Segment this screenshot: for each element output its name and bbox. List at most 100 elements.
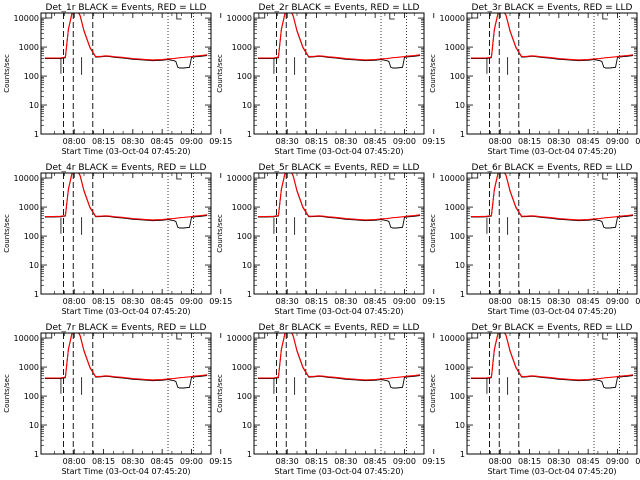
- x-tick-label: 08:15: [518, 297, 541, 306]
- x-tick-label: 08:45: [151, 457, 174, 466]
- y-tick-label: 1: [460, 130, 465, 139]
- series-events-line: [44, 13, 208, 69]
- x-tick-label: 08:30: [276, 297, 299, 306]
- y-tick-label: 1: [247, 130, 252, 139]
- chart-title: Det_9r BLACK = Events, RED = LLD: [472, 323, 633, 333]
- y-tick-label: 1: [247, 450, 252, 459]
- x-tick-label: 09:00: [606, 137, 629, 146]
- x-tick-label: 08:15: [92, 297, 115, 306]
- x-axis-label: Start Time (03-Oct-04 07:45:20): [274, 467, 403, 476]
- series-lld-line: [257, 333, 421, 381]
- x-tick-label: 09:15: [209, 137, 232, 146]
- x-tick-label: 08:30: [334, 137, 357, 146]
- series-lld-line: [257, 13, 421, 61]
- y-tick-label: 1: [460, 290, 465, 299]
- y-tick-label: 100: [237, 232, 252, 241]
- x-tick-label: 08:45: [151, 137, 174, 146]
- detector-panel-8: Det_8r BLACK = Events, RED = LLD Counts/s…: [216, 323, 445, 476]
- x-tick-label: 08:00: [489, 137, 512, 146]
- x-tick-label: 08:15: [92, 457, 115, 466]
- top-bracket-marker: [258, 333, 266, 339]
- x-tick-label: 09:15: [635, 297, 640, 306]
- x-tick-label: 08:30: [121, 297, 144, 306]
- y-tick-label: 1: [34, 450, 39, 459]
- y-axis-label: Counts/sec: [3, 54, 11, 93]
- top-bracket-marker: [471, 173, 479, 179]
- x-tick-label: 08:45: [577, 297, 600, 306]
- x-tick-label: 08:30: [121, 137, 144, 146]
- top-bracket-marker: [602, 13, 608, 20]
- series-events-line: [44, 173, 208, 229]
- y-tick-label: 1000: [232, 43, 252, 52]
- detector-panel-3: Det_3r BLACK = Events, RED = LLD Counts/s…: [429, 3, 640, 156]
- x-tick-label: 08:30: [334, 297, 357, 306]
- detector-panel-6: Det_6r BLACK = Events, RED = LLD Counts/s…: [429, 163, 640, 316]
- detector-panel-9: Det_9r BLACK = Events, RED = LLD Counts/s…: [429, 323, 640, 476]
- y-tick-label: 10: [455, 421, 465, 430]
- y-tick-label: 10: [29, 421, 39, 430]
- chart-title: Det_6r BLACK = Events, RED = LLD: [472, 163, 633, 173]
- y-axis-label: Counts/sec: [216, 374, 224, 413]
- top-bracket-marker: [176, 13, 182, 20]
- top-bracket-marker: [471, 333, 479, 339]
- series-events-line: [470, 173, 634, 229]
- x-axis-label: Start Time (03-Oct-04 07:45:20): [487, 307, 616, 316]
- x-tick-label: 08:15: [518, 457, 541, 466]
- y-tick-label: 10000: [227, 174, 252, 183]
- y-tick-label: 1000: [445, 203, 465, 212]
- x-tick-label: 08:45: [364, 457, 387, 466]
- x-tick-label: 09:00: [393, 457, 416, 466]
- x-tick-label: 08:30: [334, 457, 357, 466]
- detector-panel-4: Det_4r BLACK = Events, RED = LLD Counts/s…: [3, 163, 232, 316]
- series-lld-line: [257, 173, 421, 221]
- x-tick-label: 08:30: [121, 457, 144, 466]
- x-tick-label: 08:30: [547, 297, 570, 306]
- plot-frame: [466, 172, 638, 295]
- top-bracket-marker: [258, 173, 266, 179]
- y-tick-label: 10: [455, 261, 465, 270]
- x-tick-label: 08:45: [577, 457, 600, 466]
- y-axis-label: Counts/sec: [216, 214, 224, 253]
- series-lld-line: [470, 13, 634, 61]
- y-tick-label: 100: [24, 392, 39, 401]
- top-bracket-marker: [176, 333, 182, 340]
- top-bracket-marker: [602, 173, 608, 180]
- series-lld-line: [44, 333, 208, 381]
- x-tick-label: 08:30: [276, 457, 299, 466]
- x-tick-label: 08:15: [305, 457, 328, 466]
- top-bracket-marker: [45, 173, 53, 179]
- chart-title: Det_8r BLACK = Events, RED = LLD: [259, 323, 420, 333]
- x-tick-label: 08:15: [518, 137, 541, 146]
- y-tick-label: 1000: [232, 203, 252, 212]
- top-bracket-marker: [389, 13, 395, 20]
- x-tick-label: 08:15: [305, 137, 328, 146]
- x-tick-label: 08:00: [489, 297, 512, 306]
- top-bracket-marker: [602, 333, 608, 340]
- series-events-line: [470, 333, 634, 389]
- x-tick-label: 09:15: [635, 137, 640, 146]
- chart-title: Det_7r BLACK = Events, RED = LLD: [46, 323, 207, 333]
- series-lld-line: [470, 333, 634, 381]
- detector-panel-2: Det_2r BLACK = Events, RED = LLD Counts/s…: [216, 3, 445, 156]
- y-tick-label: 10000: [227, 334, 252, 343]
- x-tick-label: 08:45: [151, 297, 174, 306]
- y-tick-label: 100: [450, 72, 465, 81]
- y-tick-label: 100: [24, 232, 39, 241]
- x-tick-label: 09:00: [180, 297, 203, 306]
- plot-frame: [253, 12, 425, 135]
- plot-frame: [40, 12, 212, 135]
- y-tick-label: 10000: [440, 334, 465, 343]
- y-tick-label: 10: [242, 261, 252, 270]
- y-axis-label: Counts/sec: [429, 54, 437, 93]
- x-axis-label: Start Time (03-Oct-04 07:45:20): [61, 467, 190, 476]
- x-tick-label: 08:00: [63, 137, 86, 146]
- x-tick-label: 09:00: [393, 137, 416, 146]
- y-tick-label: 1000: [445, 43, 465, 52]
- x-tick-label: 08:45: [577, 137, 600, 146]
- y-axis-label: Counts/sec: [429, 374, 437, 413]
- x-axis-label: Start Time (03-Oct-04 07:45:20): [274, 147, 403, 156]
- x-tick-label: 09:15: [422, 297, 445, 306]
- y-tick-label: 100: [237, 72, 252, 81]
- top-bracket-marker: [389, 333, 395, 340]
